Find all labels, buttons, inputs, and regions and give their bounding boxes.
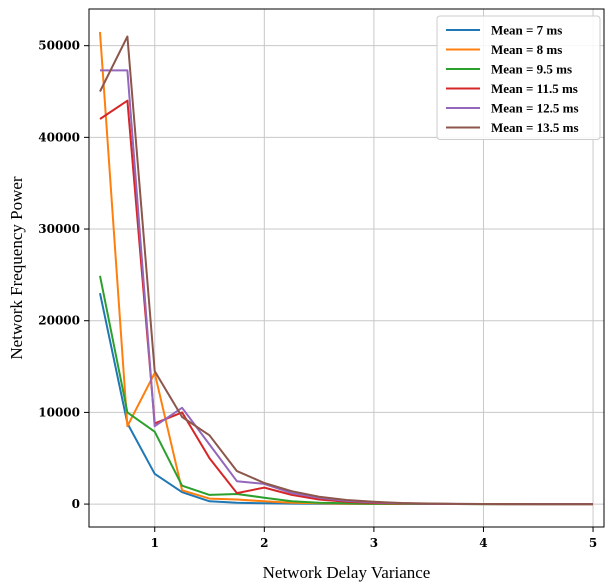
x-axis-label: Network Delay Variance — [263, 563, 431, 582]
legend-entry: Mean = 13.5 ms — [491, 120, 579, 135]
series-lines — [99, 31, 593, 506]
y-tick-label: 40000 — [38, 130, 80, 144]
series-line-3 — [99, 99, 593, 506]
y-tick-label: 0 — [72, 497, 80, 511]
series-line-0 — [99, 292, 593, 506]
x-axis: 1 2 3 4 5 — [151, 527, 597, 550]
legend-entry: Mean = 12.5 ms — [491, 101, 579, 116]
x-tick-label: 4 — [479, 536, 487, 550]
y-tick-label: 50000 — [38, 39, 80, 53]
x-tick-label: 5 — [589, 536, 597, 550]
y-tick-label: 20000 — [38, 314, 80, 328]
legend-entry: Mean = 7 ms — [491, 23, 562, 38]
legend-entry: Mean = 8 ms — [491, 42, 562, 57]
legend: Mean = 7 ms Mean = 8 ms Mean = 9.5 ms Mean … — [436, 15, 601, 140]
y-axis: 0 10000 20000 30000 40000 50000 — [38, 39, 89, 511]
y-axis-label: Network Frequency Power — [7, 176, 26, 360]
x-tick-label: 3 — [370, 536, 378, 550]
legend-entry: Mean = 9.5 ms — [491, 62, 572, 77]
y-tick-label: 10000 — [38, 405, 80, 419]
legend-entry: Mean = 11.5 ms — [491, 81, 578, 96]
x-tick-label: 2 — [260, 536, 268, 550]
plot-frame — [88, 8, 605, 528]
y-tick-label: 30000 — [38, 222, 80, 236]
series-line-5 — [99, 35, 593, 506]
series-line-2 — [99, 275, 593, 506]
x-tick-label: 1 — [151, 536, 159, 550]
